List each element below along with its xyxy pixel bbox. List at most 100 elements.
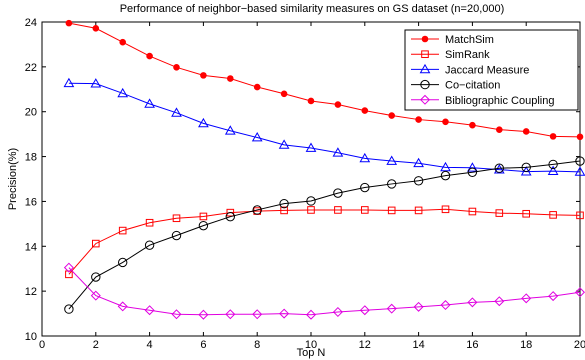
data-point (547, 165, 559, 176)
legend-item: SimRank (411, 49, 490, 61)
series-4 (64, 156, 585, 314)
data-point (467, 167, 478, 177)
data-point (198, 220, 209, 231)
data-point (145, 218, 154, 227)
data-point (361, 206, 369, 214)
legend-label: MatchSim (445, 34, 494, 46)
y-tick-label: 14 (25, 241, 37, 253)
data-point (495, 209, 504, 217)
x-tick-label: 4 (147, 339, 153, 351)
data-point (496, 126, 503, 133)
data-point (441, 205, 450, 214)
data-point (413, 176, 424, 186)
data-point (468, 207, 477, 216)
legend-item: Jaccard Measure (411, 63, 529, 76)
data-point (251, 131, 263, 142)
data-point (386, 303, 397, 314)
y-axis-label: Precision(%) (7, 148, 19, 210)
legend-label: Jaccard Measure (445, 64, 529, 76)
data-point (253, 83, 261, 91)
data-point (334, 206, 342, 214)
data-point (225, 309, 236, 320)
data-point (576, 211, 584, 220)
data-point (361, 107, 369, 114)
data-point (549, 211, 557, 219)
data-point (144, 305, 155, 316)
data-point (171, 309, 182, 320)
data-point (117, 87, 129, 98)
data-point (413, 301, 424, 312)
data-point (359, 152, 371, 163)
x-tick-label: 12 (359, 339, 371, 351)
data-point (467, 162, 478, 172)
data-point (279, 198, 289, 209)
data-point (413, 157, 424, 168)
data-point (469, 121, 476, 129)
data-point (118, 257, 128, 268)
data-point (63, 77, 75, 88)
data-point (171, 107, 182, 117)
x-tick-label: 16 (466, 339, 478, 351)
data-point (307, 97, 315, 105)
data-point (440, 170, 451, 181)
data-point (146, 52, 153, 60)
data-point (574, 166, 585, 176)
data-point (225, 211, 236, 222)
legend: MatchSim SimRank Jaccard Measure Co−citatio… (404, 29, 579, 111)
y-tick-label: 24 (25, 17, 37, 29)
data-point (305, 309, 317, 320)
data-point (360, 182, 370, 193)
data-point (307, 206, 315, 214)
y-tick-label: 20 (25, 107, 37, 119)
data-point (440, 300, 451, 311)
legend-marker (420, 79, 430, 90)
data-point (333, 188, 343, 198)
data-point (521, 162, 531, 173)
series-layer (63, 19, 585, 320)
data-point (200, 72, 207, 79)
x-tick-label: 20 (574, 339, 585, 351)
data-point (334, 101, 342, 108)
data-point (548, 291, 559, 302)
legend-marker (419, 94, 431, 105)
y-tick-label: 16 (25, 196, 37, 208)
data-point (548, 159, 558, 170)
y-tick-label: 10 (25, 331, 37, 343)
legend-marker (421, 35, 429, 43)
legend-item: Co−citation (411, 80, 500, 92)
data-point (198, 309, 209, 320)
data-point (387, 179, 397, 189)
data-point (65, 19, 73, 27)
data-point (92, 24, 100, 32)
x-tick-label: 18 (520, 339, 532, 351)
series-line (68, 208, 581, 275)
data-point (574, 287, 585, 298)
data-point (117, 301, 128, 312)
data-point (575, 156, 585, 166)
data-point (173, 64, 180, 71)
data-point (144, 98, 155, 108)
data-point (387, 206, 396, 215)
legend-label: SimRank (445, 49, 490, 61)
data-point (522, 128, 530, 135)
x-tick-label: 10 (305, 339, 317, 351)
chart-title: Performance of neighbor−based similarity… (120, 3, 505, 15)
data-point (494, 163, 504, 173)
data-point (119, 38, 126, 46)
data-point (91, 272, 101, 282)
legend-item: MatchSim (411, 34, 494, 46)
data-point (576, 133, 584, 141)
data-point (171, 230, 182, 241)
data-point (252, 309, 263, 320)
x-tick-label: 6 (200, 339, 206, 351)
data-point (252, 205, 262, 215)
data-point (90, 78, 102, 88)
data-point (442, 118, 449, 126)
data-point (467, 297, 478, 308)
y-tick-label: 12 (25, 286, 37, 298)
legend-label: Bibliographic Coupling (445, 95, 554, 107)
data-point (144, 240, 155, 250)
y-tick-label: 22 (25, 62, 37, 74)
legend-marker (421, 50, 429, 59)
